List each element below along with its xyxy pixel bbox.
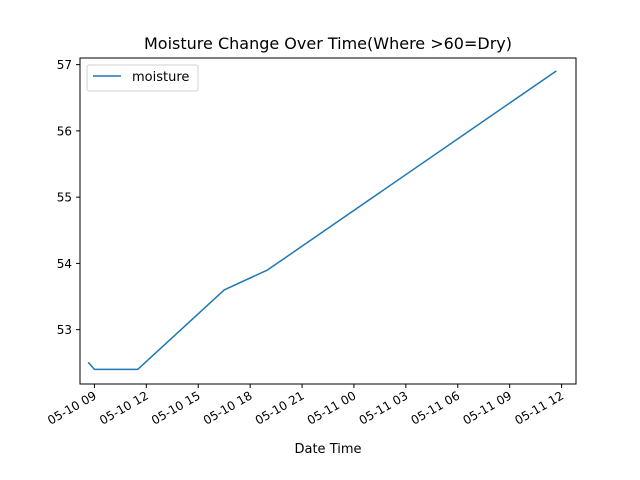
y-tick-label: 57 [57, 58, 72, 72]
chart-title: Moisture Change Over Time(Where >60=Dry) [144, 34, 512, 53]
x-tick-label: 05-10 12 [97, 388, 151, 427]
legend-box [86, 64, 199, 92]
x-tick-label: 05-11 00 [305, 388, 359, 427]
x-tick-label: 05-11 12 [512, 388, 566, 427]
x-axis-title: Date Time [294, 442, 361, 457]
series-layer [87, 70, 557, 371]
y-tick-label: 53 [57, 323, 72, 337]
plot-area-frame [79, 57, 577, 385]
legend-label-moisture: moisture [132, 70, 189, 85]
x-tick-label: 05-10 21 [253, 388, 307, 427]
series-line-moisture [87, 70, 557, 371]
y-tick-label: 54 [57, 257, 72, 271]
x-tick-label: 05-11 03 [357, 388, 411, 427]
y-tick-label: 55 [57, 191, 72, 205]
x-tick-label: 05-10 15 [149, 388, 203, 427]
legend: moisture [86, 64, 199, 92]
x-tick-label: 05-10 09 [45, 388, 99, 427]
x-tick-label: 05-11 09 [460, 388, 514, 427]
y-axis: 53 54 55 56 57 [57, 58, 80, 337]
y-tick-label: 56 [57, 124, 72, 138]
x-tick-label: 05-11 06 [409, 388, 463, 427]
x-tick-label: 05-10 18 [201, 388, 255, 427]
